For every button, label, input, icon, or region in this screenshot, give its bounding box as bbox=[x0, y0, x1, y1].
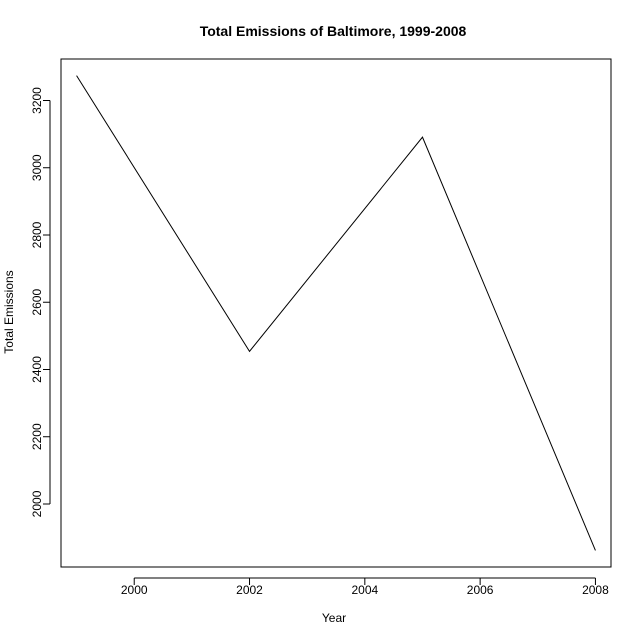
y-tick-label: 3000 bbox=[30, 154, 44, 181]
y-tick-label: 2000 bbox=[30, 490, 44, 517]
series-layer bbox=[76, 75, 596, 551]
x-tick-label: 2004 bbox=[351, 583, 378, 597]
y-tick-label: 2400 bbox=[30, 356, 44, 383]
y-tick-label: 2600 bbox=[30, 289, 44, 316]
plot-area-frame bbox=[60, 58, 612, 568]
chart-title: Total Emissions of Baltimore, 1999-2008 bbox=[200, 23, 467, 39]
x-tick-label: 2000 bbox=[121, 583, 148, 597]
y-axis-label: Total Emissions bbox=[2, 270, 16, 353]
y-tick-label: 2200 bbox=[30, 423, 44, 450]
x-tick-label: 2006 bbox=[467, 583, 494, 597]
x-tick-label: 2002 bbox=[236, 583, 263, 597]
y-tick-label: 2800 bbox=[30, 221, 44, 248]
y-axis: 2000 2200 2400 2600 2800 3000 3200 bbox=[30, 87, 51, 517]
x-tick-label: 2008 bbox=[582, 583, 609, 597]
series-line bbox=[76, 75, 596, 551]
x-ticks: 2000 2002 2004 2006 2008 bbox=[121, 578, 609, 597]
y-tick-label: 3200 bbox=[30, 87, 44, 114]
y-ticks: 2000 2200 2400 2600 2800 3000 3200 bbox=[30, 87, 50, 517]
x-axis: 2000 2002 2004 2006 2008 bbox=[121, 577, 609, 597]
x-axis-label: Year bbox=[322, 611, 346, 625]
